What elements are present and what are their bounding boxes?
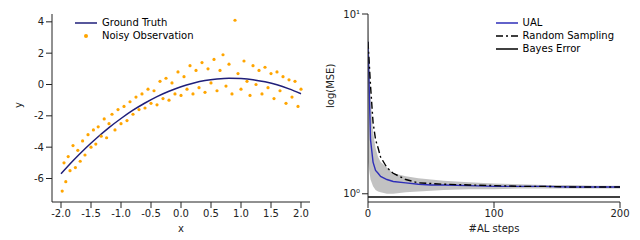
html-text:Random Sampling: Random Sampling [522,30,614,41]
html-text:Bayes Error: Bayes Error [522,43,581,54]
svg-text:-1.5: -1.5 [81,208,101,219]
svg-text:100: 100 [484,208,503,219]
html-text:Ground Truth: Ground Truth [102,17,168,28]
svg-text:200: 200 [610,208,629,219]
svg-text:#AL steps: #AL steps [469,223,520,234]
svg-text:0.5: 0.5 [203,208,219,219]
svg-text:4: 4 [38,16,44,27]
svg-text:-2: -2 [34,110,44,121]
svg-text:log(MSE): log(MSE) [325,64,336,108]
svg-text:2.0: 2.0 [293,208,309,219]
html-text:UAL: UAL [522,17,543,28]
svg-text:0: 0 [365,208,371,219]
svg-text:-1.0: -1.0 [111,208,131,219]
svg-text:-0.5: -0.5 [141,208,161,219]
svg-text:0.0: 0.0 [173,208,189,219]
html-text:Noisy Observation: Noisy Observation [102,30,194,41]
svg-text:-2.0: -2.0 [51,208,71,219]
svg-text:-6: -6 [34,173,44,184]
svg-text:1.5: 1.5 [263,208,279,219]
svg-text:2: 2 [38,48,44,59]
svg-text:10¹: 10¹ [343,9,360,20]
svg-text:x: x [178,223,184,234]
svg-text:10⁰: 10⁰ [343,188,360,199]
svg-text:0: 0 [38,79,44,90]
svg-text:-4: -4 [34,142,44,153]
svg-text:1.0: 1.0 [233,208,249,219]
svg-text:y: y [13,102,24,108]
